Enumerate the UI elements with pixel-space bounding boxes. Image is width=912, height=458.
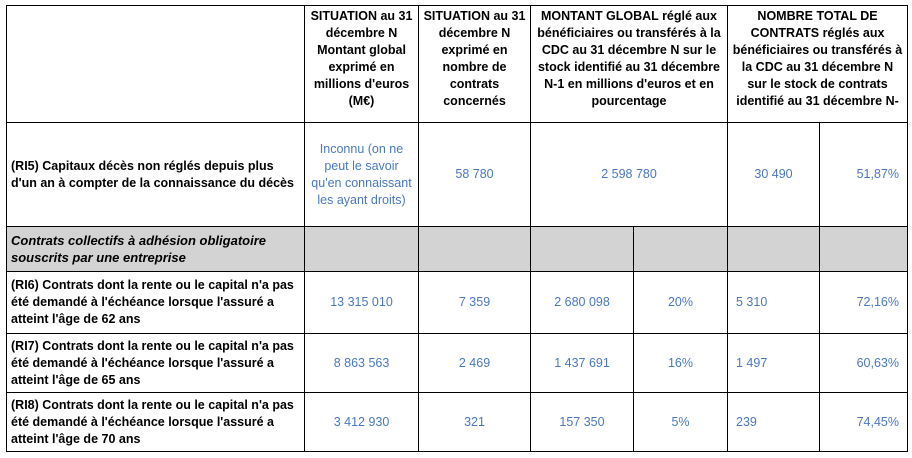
cell-montant-pct: 16%	[633, 333, 728, 393]
header-empty	[6, 5, 305, 123]
table-row: (RI8) Contrats dont la rente ou le capit…	[6, 392, 908, 452]
table-row: (RI7) Contrats dont la rente ou le capit…	[6, 333, 908, 393]
cell-montant: 3 412 930	[304, 392, 419, 452]
section-cell	[819, 226, 908, 272]
cell-montant-regle: 2 680 098	[530, 271, 634, 334]
section-cell	[530, 226, 634, 272]
cell-montant-regle: 2 598 780	[530, 122, 728, 227]
cell-contrats: 321	[418, 392, 531, 452]
cell-montant-pct: 5%	[633, 392, 728, 452]
cell-nombre-pct: 72,16%	[819, 271, 908, 334]
cell-nombre: 1 497	[727, 333, 820, 393]
row-label: (RI6) Contrats dont la rente ou le capit…	[6, 271, 305, 334]
cell-nombre: 30 490	[727, 122, 820, 227]
cell-montant: 13 315 010	[304, 271, 419, 334]
header-row: SITUATION au 31 décembre N Montant globa…	[6, 5, 908, 123]
table-row: (RI6) Contrats dont la rente ou le capit…	[6, 271, 908, 334]
cell-montant-pct: 20%	[633, 271, 728, 334]
row-label: (RI8) Contrats dont la rente ou le capit…	[6, 392, 305, 452]
cell-montant: 8 863 563	[304, 333, 419, 393]
cell-nombre-pct: 60,63%	[819, 333, 908, 393]
section-row: Contrats collectifs à adhésion obligatoi…	[6, 226, 908, 272]
statistics-table: SITUATION au 31 décembre N Montant globa…	[6, 5, 908, 452]
section-cell	[304, 226, 419, 272]
cell-contrats: 2 469	[418, 333, 531, 393]
header-montant-regle: MONTANT GLOBAL réglé aux bénéficiaires o…	[530, 5, 728, 123]
row-label: (RI5) Capitaux décès non réglés depuis p…	[6, 122, 305, 227]
cell-montant-regle: 157 350	[530, 392, 634, 452]
cell-montant-regle: 1 437 691	[530, 333, 634, 393]
table-row: (RI5) Capitaux décès non réglés depuis p…	[6, 122, 908, 227]
header-contrats: SITUATION au 31 décembre N exprimé en no…	[418, 5, 531, 123]
cell-nombre-pct: 74,45%	[819, 392, 908, 452]
section-label: Contrats collectifs à adhésion obligatoi…	[6, 226, 305, 272]
cell-montant: Inconnu (on ne peut le savoir qu'en conn…	[304, 122, 419, 227]
cell-nombre-pct: 51,87%	[819, 122, 908, 227]
section-cell	[727, 226, 820, 272]
section-cell	[633, 226, 728, 272]
header-nombre-regle: NOMBRE TOTAL DE CONTRATS réglés aux béné…	[727, 5, 908, 123]
cell-nombre: 239	[727, 392, 820, 452]
section-cell	[418, 226, 531, 272]
header-montant: SITUATION au 31 décembre N Montant globa…	[304, 5, 419, 123]
cell-nombre: 5 310	[727, 271, 820, 334]
row-label: (RI7) Contrats dont la rente ou le capit…	[6, 333, 305, 393]
cell-contrats: 58 780	[418, 122, 531, 227]
cell-contrats: 7 359	[418, 271, 531, 334]
